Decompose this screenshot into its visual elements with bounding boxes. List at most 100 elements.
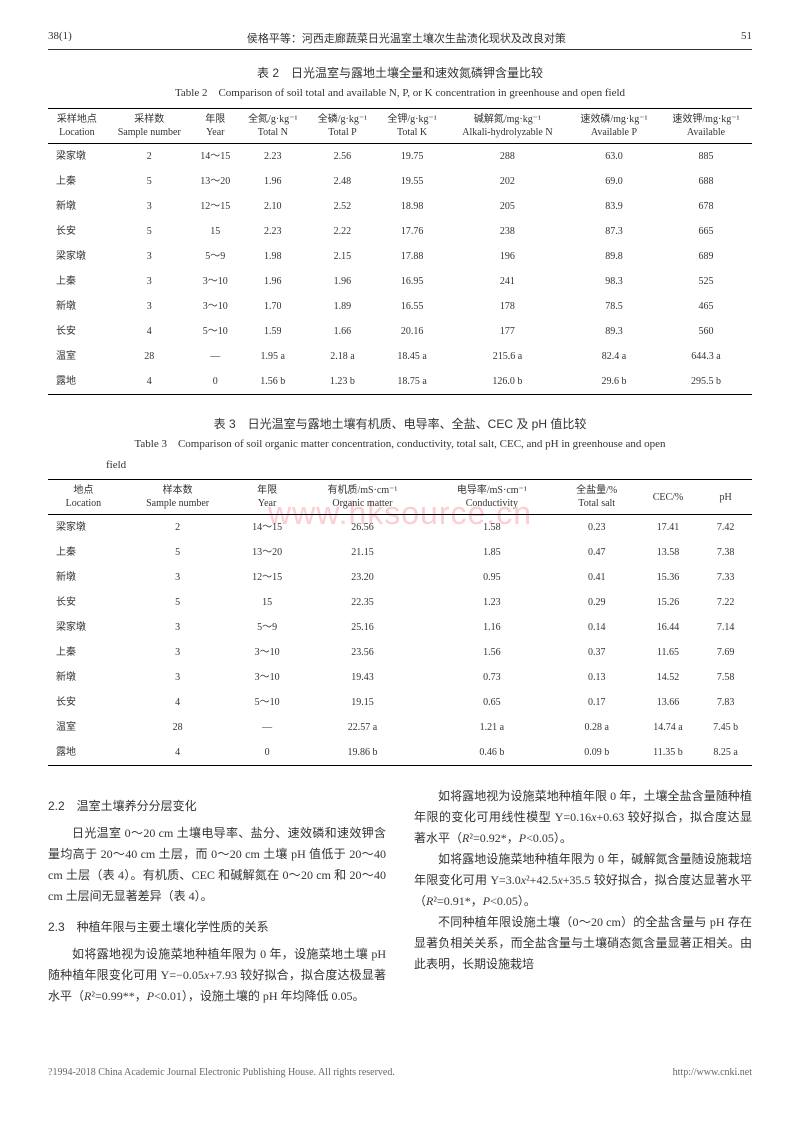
table-cell: 新墩 (48, 665, 119, 690)
table-cell: 19.55 (377, 169, 447, 194)
table-cell: 1.23 (427, 590, 556, 615)
table-cell: 7.33 (699, 565, 752, 590)
table-cell: 0.37 (557, 640, 637, 665)
table-cell: 5～10 (193, 319, 238, 344)
table-cell: 3 (106, 244, 193, 269)
table-cell: 3～10 (193, 269, 238, 294)
body-columns: 2.2 温室土壤养分分层变化 日光温室 0～20 cm 土壤电导率、盐分、速效磷… (48, 786, 752, 1007)
table-3-caption-en-sub: field (48, 459, 752, 471)
table-cell: 0.41 (557, 565, 637, 590)
table-cell: 7.45 b (699, 715, 752, 740)
table-cell: 上秦 (48, 169, 106, 194)
column-header: 样本数Sample number (119, 480, 237, 515)
table-cell: 89.3 (568, 319, 660, 344)
table-cell: 15.36 (637, 565, 699, 590)
table-cell: 14～15 (193, 144, 238, 170)
footer-left: ?1994-2018 China Academic Journal Electr… (48, 1067, 395, 1078)
table-cell: 18.75 a (377, 369, 447, 395)
table-row: 温室28—1.95 a2.18 a18.45 a215.6 a82.4 a644… (48, 344, 752, 369)
table-cell: 3 (106, 269, 193, 294)
table-cell: 长安 (48, 590, 119, 615)
table-cell: 梁家墩 (48, 615, 119, 640)
table-cell: 温室 (48, 344, 106, 369)
table-cell: — (236, 715, 297, 740)
table-cell: 2.23 (238, 219, 308, 244)
column-header: 年限Year (236, 480, 297, 515)
table-cell: 1.96 (238, 169, 308, 194)
table-cell: 7.22 (699, 590, 752, 615)
table-cell: 16.55 (377, 294, 447, 319)
table-cell: 1.96 (308, 269, 378, 294)
table-cell: 1.16 (427, 615, 556, 640)
table-3-caption-en: Table 3 Comparison of soil organic matte… (48, 435, 752, 451)
table-cell: 上秦 (48, 540, 119, 565)
table-cell: 3～10 (236, 640, 297, 665)
table-cell: 长安 (48, 319, 106, 344)
table-cell: 0.17 (557, 690, 637, 715)
table-cell: 1.89 (308, 294, 378, 319)
para-2-3: 如将露地视为设施菜地种植年限为 0 年，设施菜地土壤 pH 随种植年限变化可用 … (48, 944, 386, 1007)
table-cell: 21.15 (298, 540, 427, 565)
table-cell: 83.9 (568, 194, 660, 219)
table-cell: 7.58 (699, 665, 752, 690)
table-cell: 689 (660, 244, 752, 269)
table-cell: 露地 (48, 369, 106, 395)
table-cell: 4 (119, 690, 237, 715)
table-row: 长安5152.232.2217.7623887.3665 (48, 219, 752, 244)
column-header: pH (699, 480, 752, 515)
table-cell: 7.42 (699, 515, 752, 541)
table-cell: 29.6 b (568, 369, 660, 395)
column-header: 速效钾/mg·kg⁻¹Available (660, 109, 752, 144)
column-header: 全盐量/%Total salt (557, 480, 637, 515)
para-2-2: 日光温室 0～20 cm 土壤电导率、盐分、速效磷和速效钾含量均高于 20～40… (48, 823, 386, 907)
heading-2-2: 2.2 温室土壤养分分层变化 (48, 796, 386, 817)
table-cell: 14.74 a (637, 715, 699, 740)
table-cell: 15 (193, 219, 238, 244)
table-row: 上秦33～1023.561.560.3711.657.69 (48, 640, 752, 665)
column-header: 电导率/mS·cm⁻¹Conductivity (427, 480, 556, 515)
table-cell: 2.23 (238, 144, 308, 170)
table-cell: 0.95 (427, 565, 556, 590)
table-cell: 202 (447, 169, 568, 194)
table-2-caption-cn: 表 2 日光温室与露地土壤全量和速效氮磷钾含量比较 (48, 64, 752, 81)
table-cell: 温室 (48, 715, 119, 740)
table-cell: 178 (447, 294, 568, 319)
column-header: 采样地点Location (48, 109, 106, 144)
table-cell: 560 (660, 319, 752, 344)
table-cell: 7.69 (699, 640, 752, 665)
table-cell: 1.56 (427, 640, 556, 665)
table-cell: 5～9 (236, 615, 297, 640)
table-cell: 885 (660, 144, 752, 170)
table-cell: 0 (236, 740, 297, 766)
table-cell: 0.29 (557, 590, 637, 615)
column-header: 全钾/g·kg⁻¹Total K (377, 109, 447, 144)
table-cell: 1.98 (238, 244, 308, 269)
table-cell: 11.35 b (637, 740, 699, 766)
table-cell: 18.45 a (377, 344, 447, 369)
table-cell: 1.66 (308, 319, 378, 344)
left-column: 2.2 温室土壤养分分层变化 日光温室 0～20 cm 土壤电导率、盐分、速效磷… (48, 786, 386, 1007)
footer: ?1994-2018 China Academic Journal Electr… (48, 1067, 752, 1078)
table-cell: 2.10 (238, 194, 308, 219)
table-cell: 465 (660, 294, 752, 319)
table-cell: 1.56 b (238, 369, 308, 395)
table-cell: 3 (119, 615, 237, 640)
table-cell: 26.56 (298, 515, 427, 541)
table-2-block: 表 2 日光温室与露地土壤全量和速效氮磷钾含量比较 Table 2 Compar… (48, 64, 752, 395)
table-cell: 28 (106, 344, 193, 369)
table-cell: 22.57 a (298, 715, 427, 740)
table-cell: 20.16 (377, 319, 447, 344)
table-cell: 13～20 (193, 169, 238, 194)
column-header: 有机质/mS·cm⁻¹Organic matter (298, 480, 427, 515)
para-r3: 不同种植年限设施土壤（0～20 cm）的全盐含量与 pH 存在显著负相关关系，而… (414, 912, 752, 975)
table-cell: 上秦 (48, 269, 106, 294)
table-cell: 长安 (48, 690, 119, 715)
table-cell: 215.6 a (447, 344, 568, 369)
table-cell: 19.75 (377, 144, 447, 170)
table-cell: 2.22 (308, 219, 378, 244)
table-cell: 82.4 a (568, 344, 660, 369)
column-header: 碱解氮/mg·kg⁻¹Alkali-hydrolyzable N (447, 109, 568, 144)
table-cell: 12～15 (193, 194, 238, 219)
table-cell: 7.14 (699, 615, 752, 640)
table-cell: 69.0 (568, 169, 660, 194)
